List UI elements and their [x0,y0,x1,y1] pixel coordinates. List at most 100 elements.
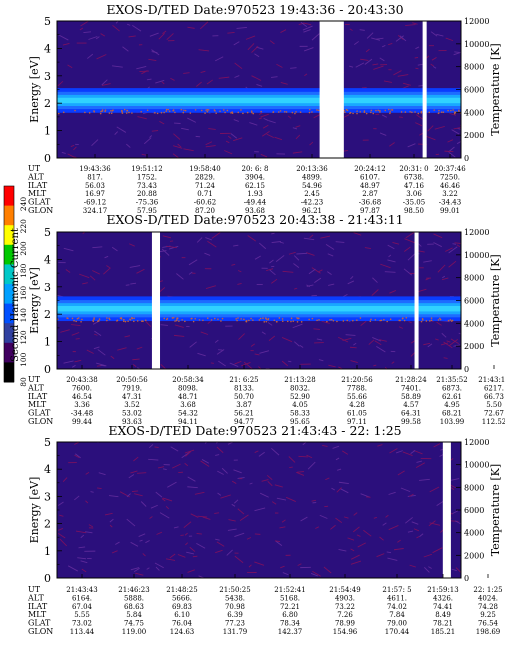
data-gap [422,21,427,158]
noise-streak [126,23,131,26]
orbit-value: 103.99 [440,418,465,426]
orbit-value: 21:43:11 [478,376,505,384]
noise-streak [214,339,219,343]
noise-streak [312,571,321,577]
noise-streak [427,125,434,132]
temperature-point [439,317,441,320]
noise-streak [380,263,391,269]
temperature-point [154,111,156,114]
orbit-value: 3.22 [442,190,458,198]
noise-streak [225,140,230,144]
temperature-point [400,111,403,113]
colorbar-tick-label: 140 [19,308,28,323]
temperature-point [290,317,293,320]
energy-band [57,97,461,104]
noise-streak [130,282,137,285]
noise-streak [197,352,206,357]
noise-streak [448,260,457,268]
plot-area [57,232,461,369]
temperature-point [97,319,100,322]
noise-streak [345,334,356,336]
noise-streak [172,463,181,469]
temperature-point [272,111,274,114]
noise-streak [161,248,170,256]
noise-streak [366,32,374,39]
temperature-point [250,317,252,320]
y-axis-label: Energy [eV] [28,56,41,123]
noise-streak [254,507,266,512]
orbit-value: 99.44 [72,418,93,426]
temperature-point [442,111,445,114]
y-tick-label: 5 [44,436,51,449]
orbit-value: 4326. [433,594,453,602]
noise-streak [418,85,424,87]
temperature-point [294,112,296,115]
noise-streak [269,40,275,45]
y2-tick-label: 2000 [464,551,484,560]
orbit-row-label: ALT [27,383,44,392]
temperature-point [279,110,282,112]
noise-streak [323,566,332,574]
noise-streak [201,459,210,464]
noise-streak [63,247,74,252]
noise-streak [259,492,269,498]
temperature-point [251,111,253,114]
noise-streak [300,516,308,522]
noise-streak [403,268,413,276]
temperature-point [258,319,261,321]
noise-streak [161,81,165,85]
temperature-point [226,109,229,112]
noise-streak [81,568,87,573]
noise-streak [364,247,371,249]
noise-streak [413,528,420,532]
noise-streak [260,113,269,118]
noise-streak [415,46,420,50]
temperature-point [213,109,216,111]
temperature-point [206,317,209,319]
noise-streak [233,137,243,142]
noise-streak [233,119,239,122]
y2-tick-label: 4000 [464,319,484,328]
temperature-point [62,111,65,114]
noise-streak [280,565,285,569]
colorbar-tick-label: 240 [19,197,28,212]
temperature-point [359,317,362,319]
panel-3: EXOS-D/TED Date:970523 21:43:43 - 22: 1:… [27,423,503,636]
noise-streak [328,364,336,368]
temperature-point [430,319,433,322]
noise-streak [67,565,79,572]
noise-streak [57,80,64,87]
orbit-value: 72.21 [280,603,300,611]
noise-streak [276,63,283,68]
noise-streak [148,444,154,449]
temperature-point [131,112,133,114]
orbit-value: 50.70 [234,393,254,401]
orbit-value: 19:43:36 [79,165,111,173]
temperature-point [453,112,456,115]
temperature-point [121,112,124,114]
noise-streak [349,28,353,31]
noise-streak [98,472,106,476]
temperature-point [440,111,443,113]
colorbar-swatch [4,342,14,363]
noise-streak [440,342,449,346]
noise-streak [262,124,269,129]
noise-streak [220,494,231,499]
noise-streak [281,360,289,367]
temperature-point [167,108,170,111]
noise-streak [433,242,443,248]
orbit-value: 4899. [302,173,322,181]
temperature-point [236,319,238,322]
noise-streak [453,51,461,56]
noise-streak [188,259,198,266]
orbit-value: 4611. [387,594,407,602]
orbit-value: 69.83 [172,603,192,611]
temperature-point [124,320,127,323]
noise-streak [187,117,197,123]
noise-streak [371,289,379,296]
temperature-point [437,319,440,321]
noise-streak [365,48,370,53]
noise-streak [449,112,457,116]
temperature-point [184,109,187,112]
noise-streak [85,500,89,504]
